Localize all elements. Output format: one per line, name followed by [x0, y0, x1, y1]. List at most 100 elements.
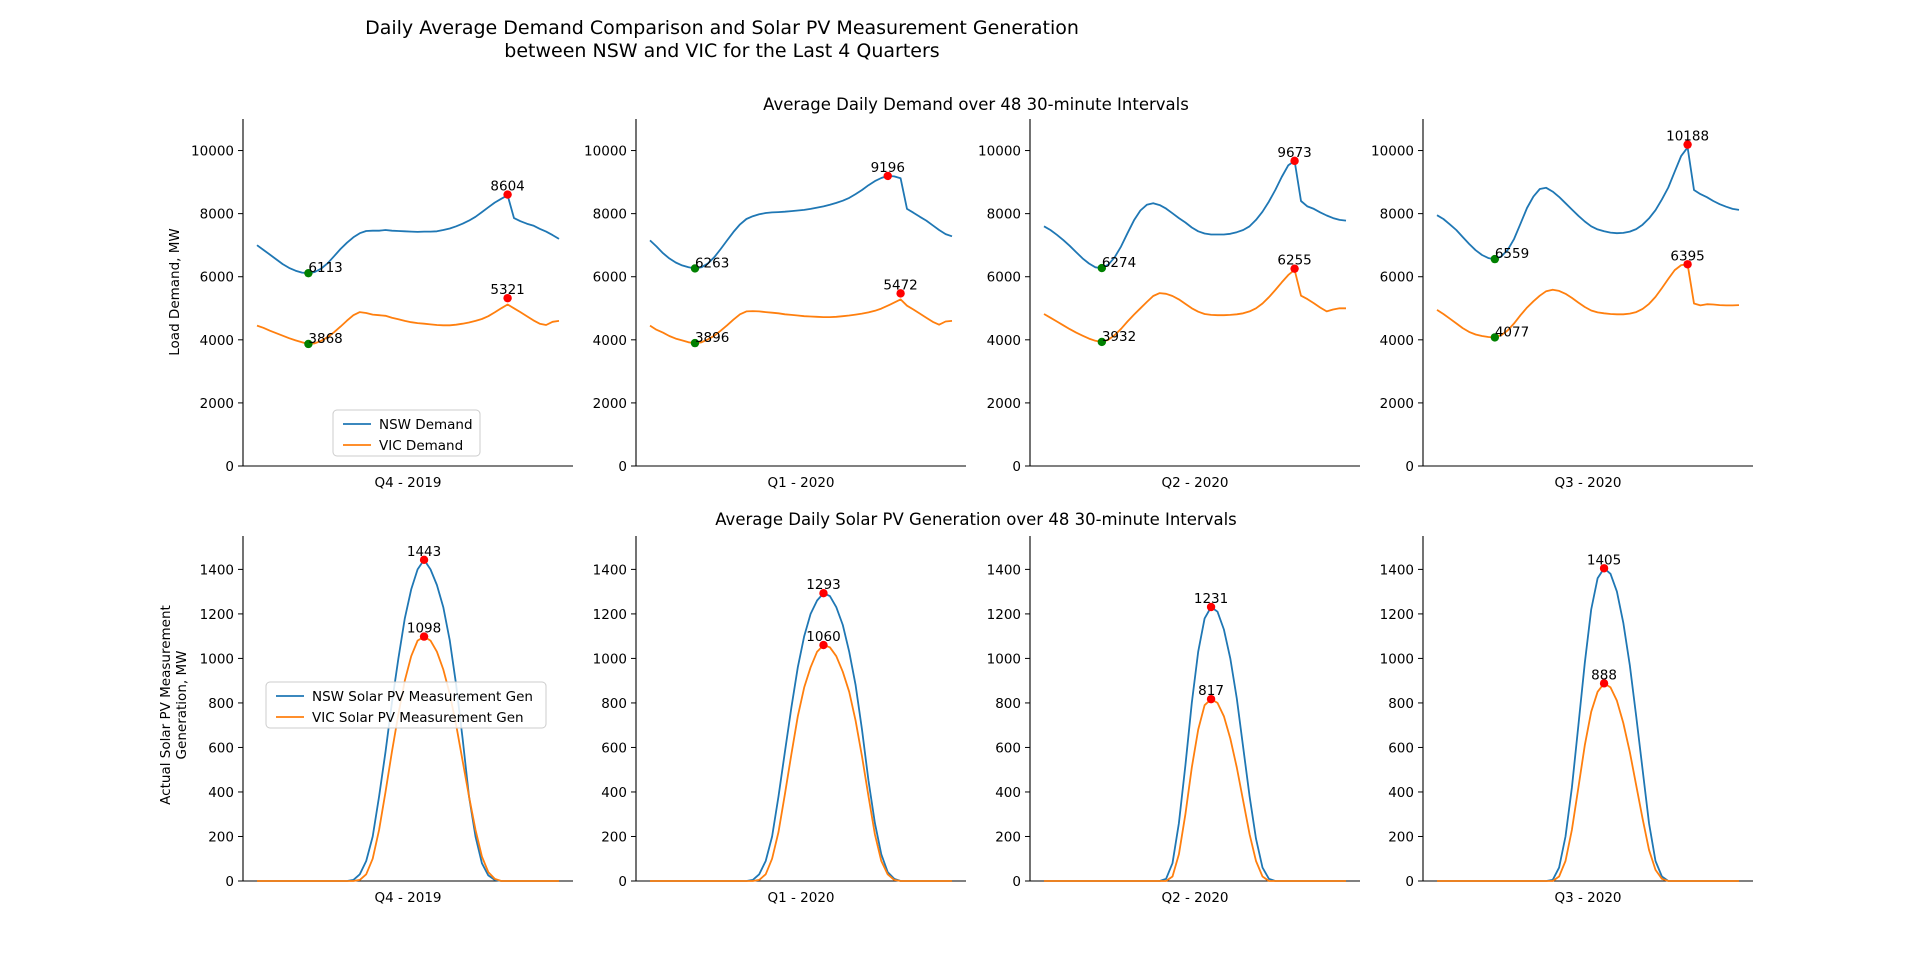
demand-q2-y-tick-label: 4000	[593, 333, 627, 349]
solar-q4-max-marker	[1599, 564, 1609, 573]
solar-q4-y-tick-label: 200	[1388, 829, 1414, 845]
demand-q4-y-tick-label: 10000	[1371, 144, 1414, 160]
solar-q3-y-tick-label: 1400	[987, 562, 1021, 578]
demand-q2-min-marker	[690, 264, 700, 273]
demand-q3-y-tick-label: 8000	[987, 207, 1021, 223]
solar-q1-y-tick-label: 1200	[200, 607, 234, 623]
demand-q1-max-marker	[503, 293, 512, 303]
demand-q4-min-marker	[1490, 254, 1500, 264]
figure-title-line2: between NSW and VIC for the Last 4 Quart…	[504, 40, 939, 62]
solar-q4-y-tick-label: 1400	[1380, 562, 1414, 578]
demand-legend-label-vic: VIC Demand	[379, 438, 463, 454]
demand-q2-max-label: 9196	[871, 160, 905, 176]
demand-q3-min-label: 6274	[1102, 255, 1136, 271]
solar-legend-box	[265, 681, 547, 729]
demand-q1-series-nsw-line	[256, 194, 560, 275]
solar-q2-y-tick-label: 0	[618, 874, 627, 890]
solar-q2-max-label: 1060	[806, 629, 840, 645]
demand-q4-max-label: 6395	[1670, 248, 1704, 264]
solar-q2-y-tick-label: 1200	[593, 607, 627, 623]
solar-q3-y-tick-label: 1000	[987, 651, 1021, 667]
solar-q2-y-tick-label: 1000	[593, 651, 627, 667]
demand-q2-max-label: 5472	[883, 277, 917, 293]
solar-q2-quarter-label: Q1 - 2020	[767, 890, 834, 906]
demand-q4-min-label: 6559	[1495, 246, 1529, 262]
demand-q2-y-tick-label: 2000	[593, 396, 627, 412]
solar-q4-y-tick-label: 1200	[1380, 607, 1414, 623]
solar-q2-y-tick-label: 800	[601, 696, 627, 712]
demand-q4-max-label: 10188	[1666, 129, 1709, 145]
demand-q3-series-nsw-line	[1043, 159, 1347, 270]
demand-q1-min-label: 3868	[308, 331, 342, 347]
demand-q1-y-tick-label: 0	[225, 459, 234, 475]
solar-q1-max-marker	[419, 555, 429, 565]
solar-q1-y-tick-label: 200	[208, 829, 234, 845]
solar-y-axis-label-line2: Generation, MW	[174, 651, 190, 760]
demand-q1-max-label: 8604	[490, 179, 524, 195]
demand-q4-y-tick-label: 8000	[1380, 207, 1414, 223]
demand-q1-max-label: 5321	[490, 282, 524, 298]
demand-q4-max-marker	[1683, 260, 1692, 269]
demand-q2-min-label: 6263	[695, 255, 729, 271]
demand-q3-max-marker	[1290, 264, 1299, 273]
solar-q3-y-tick-label: 0	[1012, 874, 1021, 890]
demand-q1-y-tick-label: 2000	[200, 396, 234, 412]
solar-q1-y-tick-label: 1400	[200, 562, 234, 578]
demand-q2-quarter-label: Q1 - 2020	[767, 475, 834, 491]
demand-q2-y-tick-label: 8000	[593, 207, 627, 223]
solar-q1-series-vic-line	[257, 635, 559, 882]
demand-q1-max-marker	[503, 190, 512, 199]
demand-q3-quarter-label: Q2 - 2020	[1161, 475, 1228, 491]
solar-q3-y-tick-label: 800	[995, 696, 1021, 712]
solar-q2-y-tick-label: 200	[601, 829, 627, 845]
solar-q1-max-label: 1098	[407, 621, 441, 637]
solar-q4-y-tick-label: 800	[1388, 696, 1414, 712]
solar-q1-y-tick-label: 0	[225, 874, 234, 890]
demand-q3-min-label: 3932	[1102, 329, 1136, 345]
solar-q4-series-vic-line	[1437, 682, 1739, 882]
demand-q2-min-marker	[690, 338, 700, 348]
demand-row-title: Average Daily Demand over 48 30-minute I…	[763, 95, 1189, 114]
demand-q3-max-marker	[1290, 156, 1299, 166]
demand-q1-y-tick-label: 6000	[200, 270, 234, 286]
solar-q3-max-marker	[1206, 694, 1216, 704]
solar-q3-y-tick-label: 400	[995, 785, 1021, 801]
solar-q4-max-marker	[1599, 679, 1609, 688]
demand-y-axis-label: Load Demand, MW	[167, 228, 183, 356]
solar-q1-y-tick-label: 400	[208, 785, 234, 801]
demand-q3-y-tick-label: 10000	[978, 144, 1021, 160]
solar-q4-max-label: 1405	[1587, 552, 1621, 568]
demand-q1-min-marker	[304, 339, 313, 349]
solar-q3-y-tick-label: 200	[995, 829, 1021, 845]
demand-q4-max-marker	[1683, 140, 1692, 149]
demand-q4-series-vic-line	[1436, 263, 1740, 339]
solar-q3-max-label: 1231	[1194, 591, 1228, 607]
demand-q3-min-marker	[1097, 337, 1107, 347]
demand-q2-series-vic-line	[649, 298, 953, 345]
solar-legend-label-nsw: NSW Solar PV Measurement Gen	[312, 689, 533, 705]
solar-q1-y-tick-label: 800	[208, 696, 234, 712]
solar-q4-y-tick-label: 400	[1388, 785, 1414, 801]
demand-q4-y-tick-label: 2000	[1380, 396, 1414, 412]
solar-q3-series-vic-line	[1044, 698, 1346, 882]
demand-q2-max-marker	[896, 289, 905, 298]
solar-q3-quarter-label: Q2 - 2020	[1161, 890, 1228, 906]
demand-q1-min-marker	[304, 268, 313, 278]
demand-q1-y-tick-label: 4000	[200, 333, 234, 349]
solar-row-title: Average Daily Solar PV Generation over 4…	[715, 510, 1237, 529]
solar-q1-y-tick-label: 600	[208, 740, 234, 756]
demand-legend-label-nsw: NSW Demand	[379, 417, 473, 433]
demand-q4-min-marker	[1490, 333, 1500, 342]
solar-q4-max-label: 888	[1591, 667, 1617, 683]
demand-q3-y-tick-label: 4000	[987, 333, 1021, 349]
solar-q1-y-tick-label: 1000	[200, 651, 234, 667]
solar-y-axis-label-line1: Actual Solar PV Measurement	[158, 605, 174, 805]
solar-q3-max-label: 817	[1198, 683, 1224, 699]
demand-q1-y-tick-label: 8000	[200, 207, 234, 223]
demand-q3-y-tick-label: 0	[1012, 459, 1021, 475]
solar-q4-quarter-label: Q3 - 2020	[1554, 890, 1621, 906]
demand-q2-y-tick-label: 6000	[593, 270, 627, 286]
figure-title-line1: Daily Average Demand Comparison and Sola…	[365, 17, 1079, 39]
